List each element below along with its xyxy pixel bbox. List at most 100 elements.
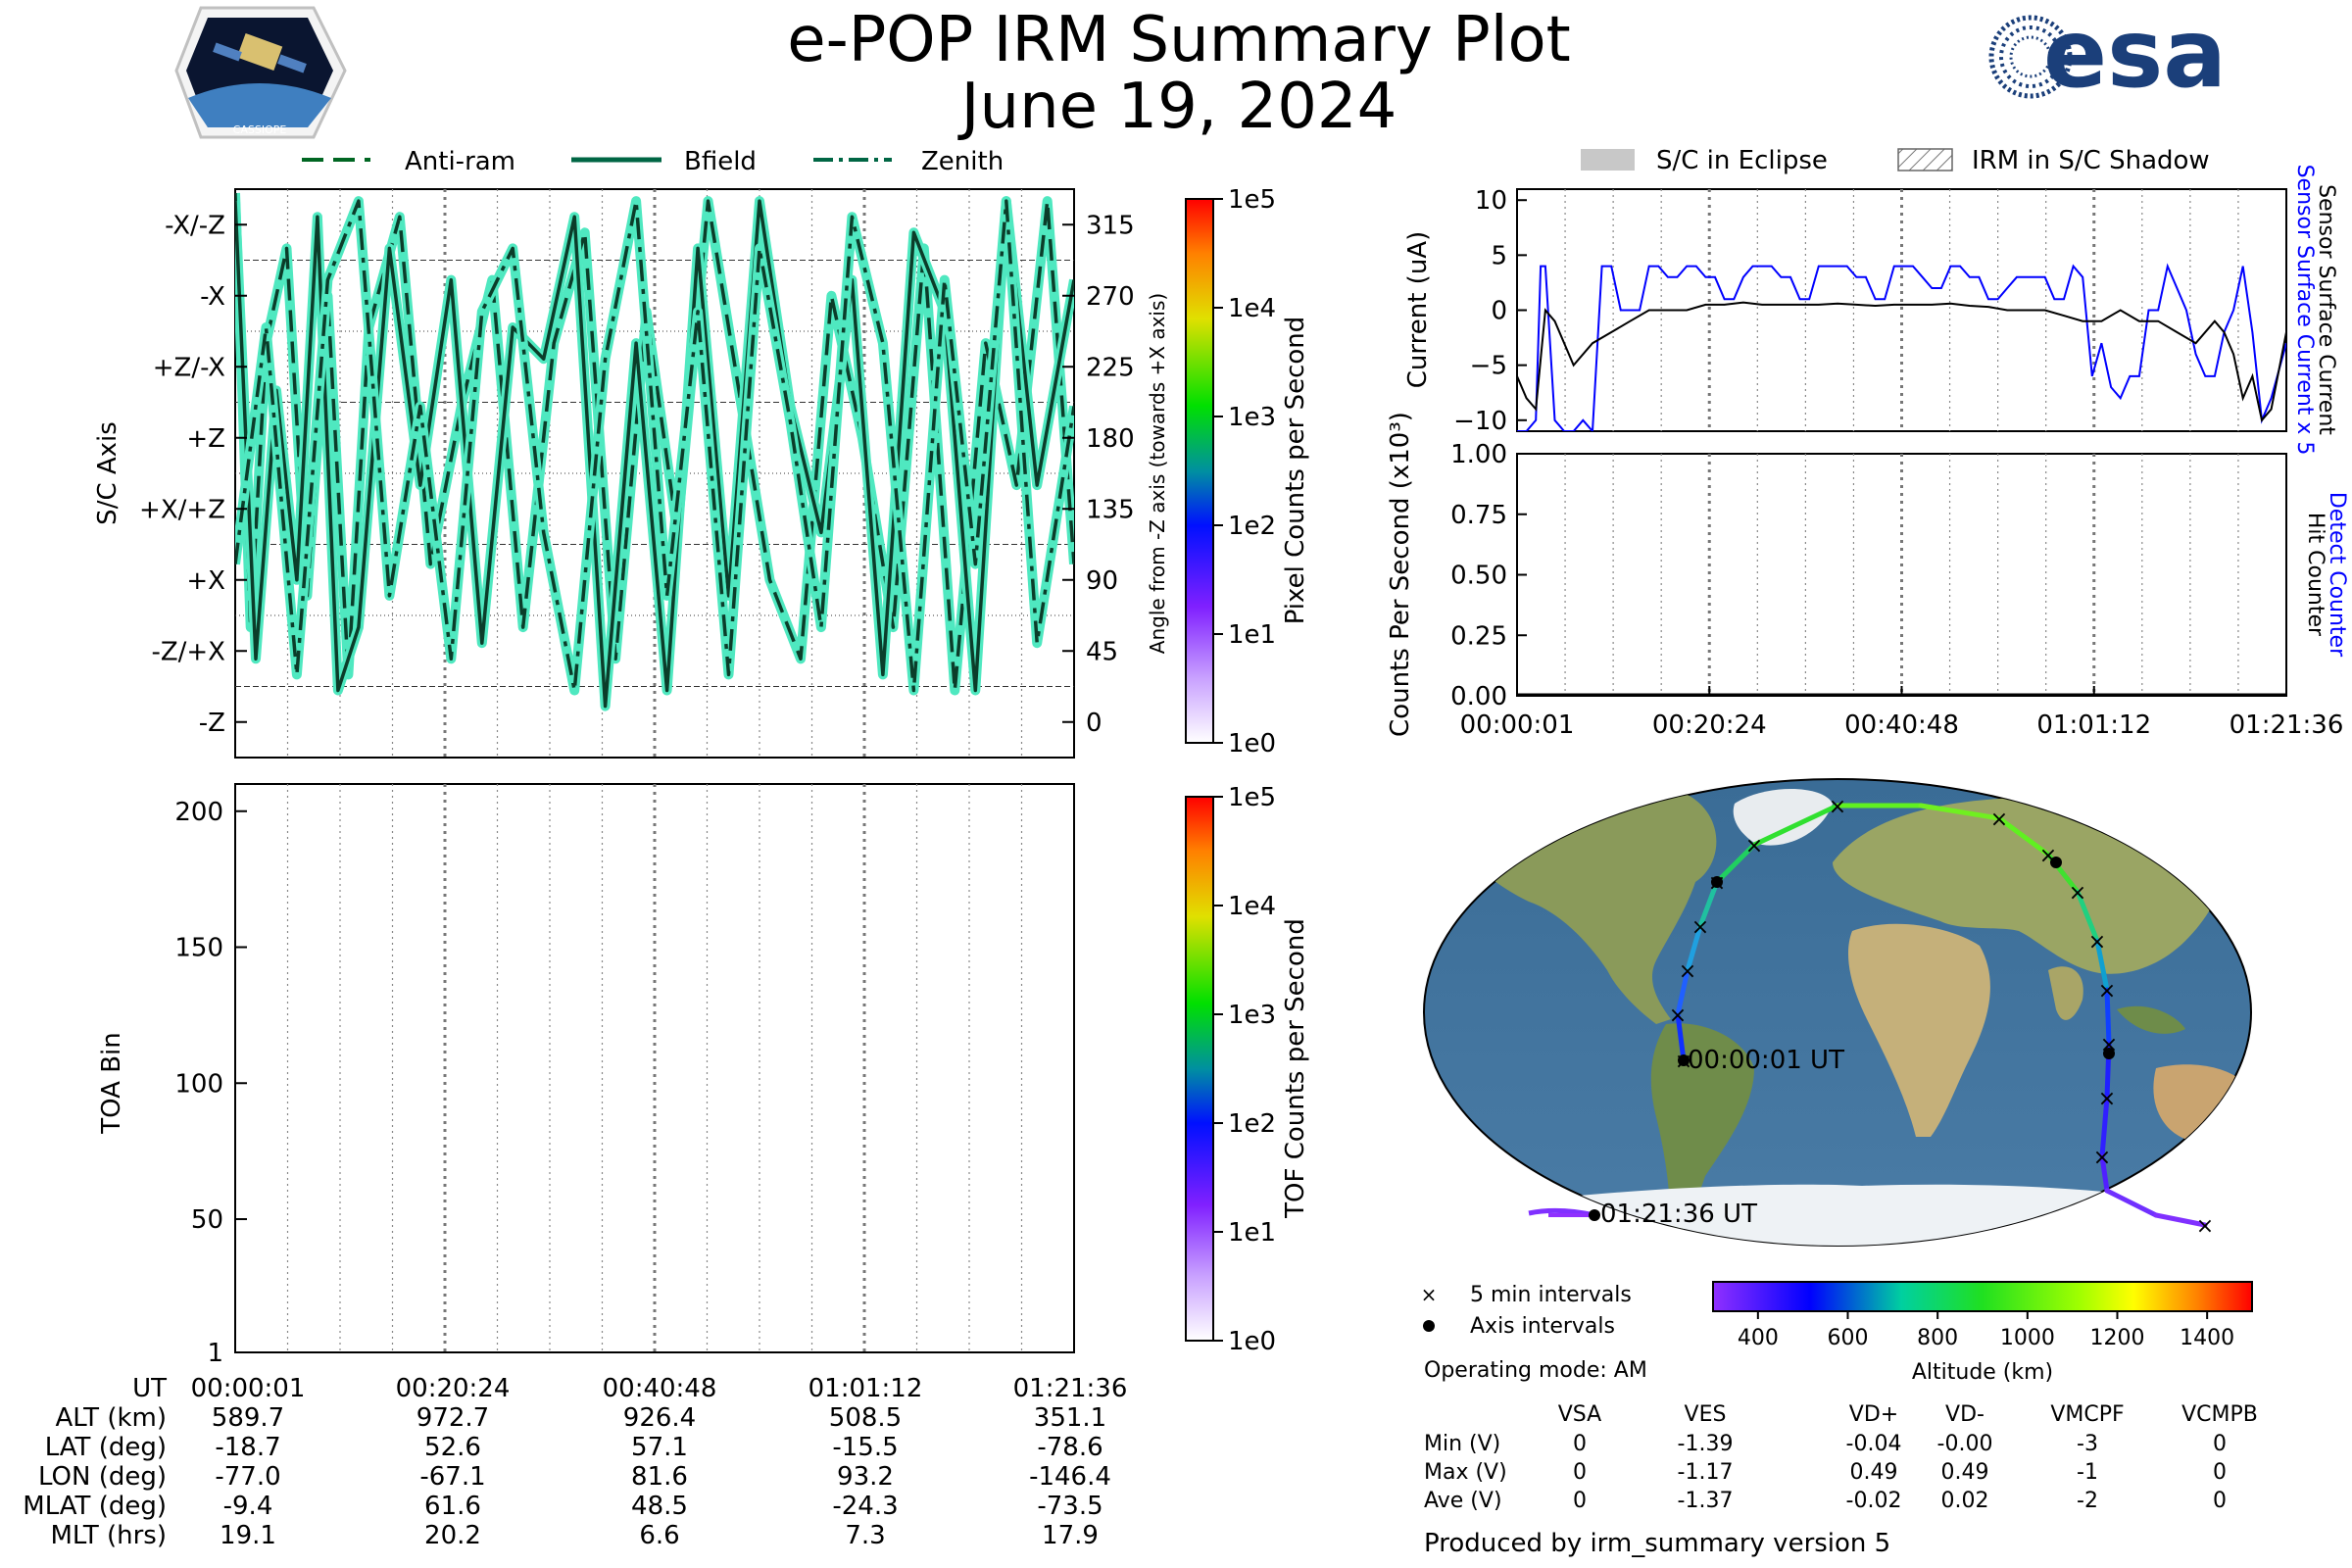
x-tick-label: 00:20:24 <box>1652 710 1767 740</box>
orbit-axis-marker <box>2050 857 2062 868</box>
x-tick-label: 00:00:01 <box>1460 710 1575 740</box>
y-tick-label: +Z/-X <box>153 353 225 382</box>
y-tick-label: +X/+Z <box>139 495 225 524</box>
colorbar-tick-label: 1e5 <box>1228 185 1276 215</box>
operating-mode: Operating mode: AM <box>1424 1358 1647 1383</box>
voltage-cell: -0.04 <box>1846 1432 1902 1456</box>
map-start-label: 00:00:01 UT <box>1688 1046 1844 1075</box>
orbit-cross-marker: × <box>1691 915 1709 940</box>
orbit-cross-marker: × <box>2098 979 2116 1004</box>
time-table-cell: 57.1 <box>631 1433 688 1462</box>
altitude-tick-label: 1400 <box>2180 1326 2234 1350</box>
panel-counts: 1.00 0.75 0.50 0.25 0.00 00:00:01 00:20:24 00:… <box>1386 412 2349 740</box>
orbit-track-segment <box>1918 803 2002 821</box>
time-table-cell: 00:00:01 <box>191 1374 306 1403</box>
colorbar-tof: 1e0 1e1 1e2 1e3 1e4 1e5 TOF Counts per Second <box>1185 783 1310 1356</box>
map-end-label: 01:21:36 UT <box>1600 1200 1757 1229</box>
dot-marker-icon <box>1423 1320 1435 1332</box>
time-table-cell: -146.4 <box>1029 1462 1111 1492</box>
orbit-track-segment <box>1714 842 1757 885</box>
time-table-cell: -24.3 <box>832 1492 898 1521</box>
colorbar-tick-label: 1e5 <box>1228 783 1276 812</box>
orbit-track-segment <box>2094 938 2110 993</box>
orbit-track-segment <box>2099 1153 2110 1194</box>
orbit-track-segment <box>1751 803 1840 848</box>
orbit-cross-marker: × <box>1669 1004 1687 1028</box>
legend-shadow-label: IRM in S/C Shadow <box>1972 146 2210 175</box>
orbit-track-segment <box>1697 879 1720 929</box>
y-tick-label: 0.50 <box>1450 562 1507 591</box>
voltage-cell: -0.02 <box>1846 1489 1902 1513</box>
y-tick-label: 0.75 <box>1450 501 1507 530</box>
logo-right-text: esa <box>2043 0 2227 109</box>
voltage-header: VMCPF <box>2050 1402 2124 1427</box>
colorbar-tick-label: 1e4 <box>1228 294 1276 323</box>
time-table-cell: 20.2 <box>424 1521 481 1550</box>
time-table-cell: 48.5 <box>631 1492 688 1521</box>
logo-left-text: CASSIOPE <box>233 123 287 136</box>
panel-d-right-label-1: Detect Counter <box>2325 492 2349 658</box>
time-table-cell: 351.1 <box>1034 1403 1106 1433</box>
legend-bfield: Bfield <box>684 147 757 176</box>
colorbar-tof-label: TOF Counts per Second <box>1281 918 1310 1219</box>
time-table-header: MLT (hrs) <box>51 1521 168 1550</box>
y-tick-label: 1.00 <box>1450 440 1507 469</box>
altitude-tick-label: 800 <box>1917 1326 1958 1350</box>
current-series-line <box>1517 263 2286 431</box>
panel-d-right-label-2: Hit Counter <box>2303 513 2328 637</box>
figure-title: e-POP IRM Summary Plot <box>787 4 1571 76</box>
time-table-cell: -67.1 <box>419 1462 485 1492</box>
y-right-tick-label: 315 <box>1086 211 1135 240</box>
voltage-row-label: Min (V) <box>1424 1432 1500 1456</box>
y-tick-label: +X <box>186 566 225 596</box>
colorbar-tick-label: 1e2 <box>1228 512 1276 541</box>
time-table-cell: 17.9 <box>1042 1521 1099 1550</box>
voltage-cell: 0 <box>2213 1432 2227 1456</box>
altitude-tick-label: 600 <box>1828 1326 1869 1350</box>
x-tick-label: 01:01:12 <box>2036 710 2151 740</box>
esa-logo: esa <box>1988 0 2227 109</box>
time-table-cell: 972.7 <box>416 1403 489 1433</box>
time-table-cell: 6.6 <box>639 1521 679 1550</box>
voltage-cell: -2 <box>2077 1489 2098 1513</box>
voltage-cell: -0.00 <box>1937 1432 1993 1456</box>
y-tick-label: -Z/+X <box>151 637 225 666</box>
orbit-track-segment <box>1685 923 1703 973</box>
voltage-row-label: Ave (V) <box>1424 1489 1502 1513</box>
time-table-header: MLAT (deg) <box>23 1492 167 1521</box>
time-table-cell: 508.5 <box>829 1403 902 1433</box>
colorbar-tick-label: 1e4 <box>1228 892 1276 921</box>
time-table-cell: 926.4 <box>623 1403 696 1433</box>
orbit-track-segment <box>2104 987 2112 1047</box>
voltage-cell: 0.49 <box>1941 1460 1989 1485</box>
y-tick-label: 150 <box>174 934 223 963</box>
time-table-cell: 19.1 <box>220 1521 276 1550</box>
voltage-header: VCMPB <box>2181 1402 2258 1427</box>
panel-current: 10 5 0 −5 −10 Current (uA) Sensor Surface Cu… <box>1403 165 2338 456</box>
series-line-zenith <box>235 199 1074 693</box>
colorbar-tick-label: 1e3 <box>1228 1001 1276 1030</box>
orbit-track-segment <box>2104 1188 2159 1218</box>
orbit-axis-marker <box>1711 876 1723 888</box>
y-tick-label: 1 <box>207 1339 223 1368</box>
series-line-antiram <box>235 192 1074 693</box>
legend-zenith: Zenith <box>921 147 1004 176</box>
colorbar-tick-label: 1e2 <box>1228 1109 1276 1139</box>
voltage-cell: -1 <box>2077 1460 2098 1485</box>
time-table-cell: 61.6 <box>424 1492 481 1521</box>
y-tick-label: 200 <box>174 798 223 827</box>
y-tick-label: +Z <box>186 424 225 454</box>
time-table-header: LON (deg) <box>38 1462 167 1492</box>
orbit-axis-marker <box>1678 1054 1690 1066</box>
time-table-cell: 01:21:36 <box>1013 1374 1128 1403</box>
voltage-header: VES <box>1685 1402 1727 1427</box>
y-right-tick-label: 0 <box>1086 709 1102 738</box>
orbit-track-segment <box>2099 1095 2110 1159</box>
colorbar-pixel: 1e0 1e1 1e2 1e3 1e4 1e5 Pixel Counts per Seco… <box>1185 185 1310 759</box>
voltage-cell: 0 <box>1573 1489 1587 1513</box>
voltage-cell: 0 <box>2213 1489 2227 1513</box>
time-table-cell: -78.6 <box>1037 1433 1102 1462</box>
y-tick-label: 0.25 <box>1450 621 1507 651</box>
time-table-cell: 00:40:48 <box>603 1374 717 1403</box>
legend-5min: 5 min intervals <box>1470 1283 1632 1307</box>
